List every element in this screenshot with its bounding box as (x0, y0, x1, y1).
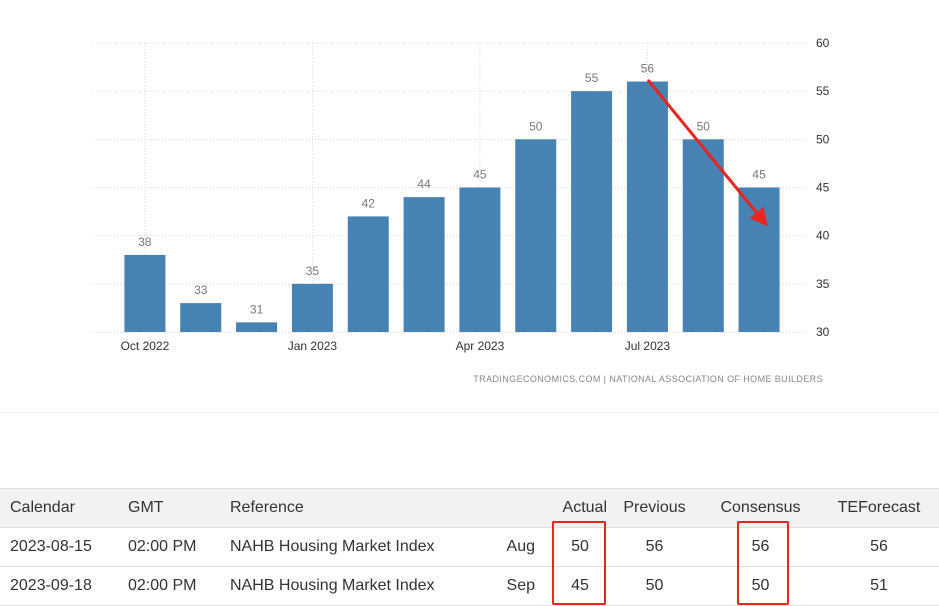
x-tick-label: Jan 2023 (288, 339, 338, 353)
y-tick-label: 50 (816, 132, 830, 146)
bar-value-label: 45 (473, 168, 487, 182)
cell-teforecast: 51 (819, 566, 939, 606)
bar-value-label: 38 (138, 235, 152, 249)
bar-may-2023[interactable] (515, 139, 557, 332)
cell-period: Sep (483, 566, 543, 606)
bar-jan-2023[interactable] (291, 283, 333, 332)
header-reference[interactable]: Reference (220, 488, 483, 528)
bar-value-label: 35 (306, 264, 320, 278)
header-actual[interactable]: Actual (543, 488, 607, 528)
x-tick-label: Jul 2023 (625, 339, 671, 353)
y-tick-label: 45 (816, 181, 830, 195)
actual-highlight-box (552, 521, 606, 605)
bar-aug-2023[interactable] (682, 139, 724, 332)
cell-consensus: 56 (702, 527, 819, 567)
bar-value-label: 50 (697, 119, 711, 133)
bar-nov-2022[interactable] (180, 303, 222, 332)
bar-feb-2023[interactable] (347, 216, 389, 332)
table-header: Calendar GMT Reference Actual Previous C… (0, 488, 939, 528)
header-previous[interactable]: Previous (607, 488, 702, 528)
bar-sep-2023[interactable] (738, 187, 780, 333)
header-teforecast[interactable]: TEForecast (819, 488, 939, 528)
bar-jul-2023[interactable] (626, 81, 668, 333)
cell-date: 2023-08-15 (0, 527, 118, 567)
y-tick-label: 60 (816, 36, 830, 50)
y-tick-label: 30 (816, 325, 830, 339)
bar-value-label: 31 (250, 302, 264, 316)
y-tick-label: 55 (816, 84, 830, 98)
nahb-bar-chart: 38 33 31 35 42 44 45 50 55 56 50 45 30 35 40 45 50 55 60 O… (93, 36, 830, 384)
y-tick-label: 35 (816, 277, 830, 291)
trend-arrow (646, 79, 768, 227)
bar-value-label: 55 (585, 71, 599, 85)
x-tick-label: Apr 2023 (456, 339, 505, 353)
header-consensus[interactable]: Consensus (702, 488, 819, 528)
bar-value-label: 33 (194, 283, 208, 297)
table-row[interactable]: 2023-09-18 02:00 PM NAHB Housing Market … (0, 566, 939, 606)
header-gmt[interactable]: GMT (118, 488, 220, 528)
cell-date: 2023-09-18 (0, 566, 118, 606)
cell-time: 02:00 PM (118, 566, 220, 606)
consensus-highlight-box (737, 521, 789, 605)
bar-dec-2022[interactable] (236, 322, 278, 332)
bar-mar-2023[interactable] (403, 197, 445, 332)
bar-value-label: 56 (641, 62, 655, 76)
header-calendar[interactable]: Calendar (0, 488, 118, 528)
bar-value-label: 50 (529, 119, 543, 133)
cell-teforecast: 56 (819, 527, 939, 567)
cell-previous: 56 (607, 527, 702, 567)
bar-oct-2022[interactable] (124, 254, 166, 332)
cell-period: Aug (483, 527, 543, 567)
bar-value-label: 44 (417, 177, 431, 191)
bar-value-label: 45 (752, 168, 766, 182)
source-note: TRADINGECONOMICS.COM | NATIONAL ASSOCIAT… (473, 374, 823, 384)
section-divider (0, 412, 939, 413)
bar-apr-2023[interactable] (459, 187, 501, 333)
y-tick-label: 40 (816, 229, 830, 243)
header-period (483, 488, 543, 528)
calendar-table: Calendar GMT Reference Actual Previous C… (0, 488, 939, 606)
cell-reference[interactable]: NAHB Housing Market Index (220, 527, 483, 567)
bar-value-label: 42 (362, 196, 376, 210)
x-tick-label: Oct 2022 (121, 339, 170, 353)
bar-jun-2023[interactable] (571, 91, 613, 333)
cell-previous: 50 (607, 566, 702, 606)
table-row[interactable]: 2023-08-15 02:00 PM NAHB Housing Market … (0, 527, 939, 567)
cell-consensus: 50 (702, 566, 819, 606)
cell-time: 02:00 PM (118, 527, 220, 567)
cell-reference[interactable]: NAHB Housing Market Index (220, 566, 483, 606)
